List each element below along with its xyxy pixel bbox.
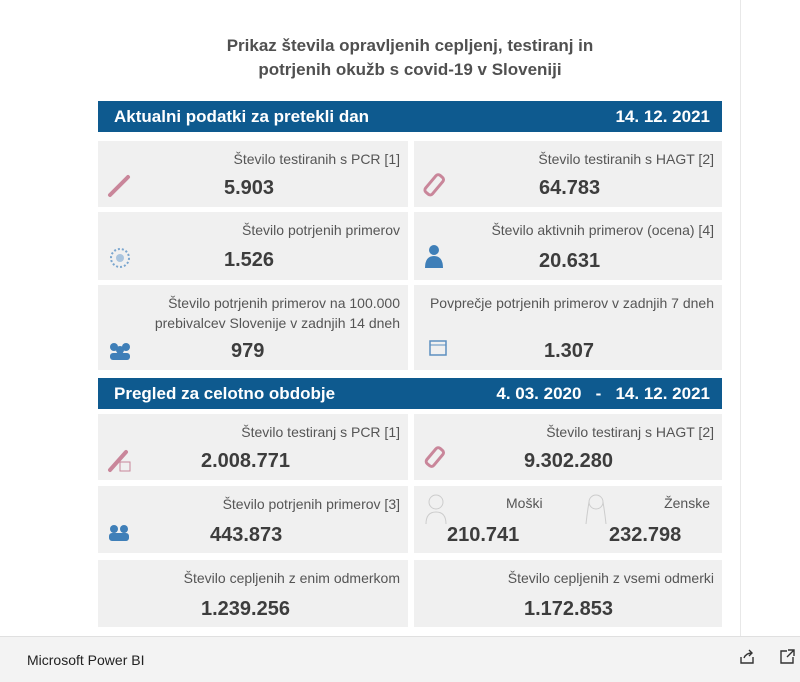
card-confirmed-total: Število potrjenih primerov [3] 443.873 (98, 486, 408, 553)
card-value: 1.239.256 (201, 598, 290, 620)
overall-heading: Pregled za celotno obdobje (114, 383, 336, 403)
card-label: Število cepljenih z enim odmerkom (183, 570, 400, 586)
divider (740, 0, 741, 636)
power-bi-link[interactable]: Microsoft Power BI (27, 651, 145, 668)
card-value: 1.172.853 (524, 598, 613, 620)
card-label: Število testiranih s HAGT [2] (538, 151, 714, 167)
group-icon (109, 525, 129, 541)
test-tube-icon (108, 450, 131, 472)
card-pcr-daily: Število testiranih s PCR [1] 5.903 (98, 141, 408, 207)
card-label: Število testiranj s PCR [1] (241, 424, 400, 440)
male-value: 210.741 (447, 524, 520, 546)
female-label: Ženske (664, 495, 710, 511)
fullscreen-icon[interactable] (778, 648, 796, 666)
card-pcr-total: Število testiranj s PCR [1] 2.008.771 (98, 414, 408, 480)
title-line-2: potrjenih okužb s covid-19 v Sloveniji (258, 60, 562, 79)
rapid-test-icon (424, 446, 445, 468)
card-by-gender: Moški 210.741 Ženske 232.798 (414, 486, 722, 553)
rapid-test-icon (423, 173, 445, 197)
footer-bar: Microsoft Power BI (0, 636, 800, 682)
card-14day-daily: Število potrjenih primerov na 100.000 pr… (98, 285, 408, 370)
card-label: Število potrjenih primerov na 100.000 pr… (154, 295, 400, 331)
card-vaccinated-all-doses: Število cepljenih z vsemi odmerki 1.172.… (414, 560, 722, 627)
date-to: 14. 12. 2021 (615, 383, 710, 403)
male-label: Moški (506, 495, 543, 511)
overall-date-range: 4. 03. 2020 - 14. 12. 2021 (496, 384, 710, 404)
female-icon (585, 494, 607, 524)
share-icon[interactable] (738, 648, 756, 666)
card-label: Število potrjenih primerov [3] (222, 496, 400, 512)
group-icon (110, 343, 130, 360)
male-icon (425, 494, 447, 524)
date-from: 4. 03. 2020 (496, 383, 582, 403)
card-value: 1.526 (224, 249, 275, 271)
person-icon (425, 245, 443, 268)
test-tube-icon (108, 175, 130, 197)
female-value: 232.798 (609, 524, 682, 546)
card-value: 5.903 (224, 177, 275, 199)
overall-banner: Pregled za celotno obdobje 4. 03. 2020 -… (98, 378, 722, 409)
card-value: 64.783 (539, 177, 601, 199)
card-value: 9.302.280 (524, 450, 613, 472)
calendar-icon (429, 340, 447, 356)
card-label: Število testiranih s PCR [1] (233, 151, 400, 167)
card-value: 20.631 (539, 250, 601, 272)
card-value: 2.008.771 (201, 450, 290, 472)
card-vaccinated-one-dose: Število cepljenih z enim odmerkom 1.239.… (98, 560, 408, 627)
card-7day-avg-daily: Povprečje potrjenih primerov v zadnjih 7… (414, 285, 722, 370)
date-separator: - (595, 383, 602, 403)
card-label: Število cepljenih z vsemi odmerki (507, 570, 714, 586)
virus-icon (110, 248, 130, 268)
card-value: 979 (231, 340, 265, 362)
card-label: Število potrjenih primerov (242, 222, 400, 238)
card-label: Število aktivnih primerov (ocena) [4] (491, 222, 714, 238)
title-line-1: Prikaz števila opravljenih cepljenj, tes… (226, 36, 594, 55)
card-hagt-total: Število testiranj s HAGT [2] 9.302.280 (414, 414, 722, 480)
card-active-daily: Število aktivnih primerov (ocena) [4] 20… (414, 212, 722, 280)
daily-banner: Aktualni podatki za pretekli dan 14. 12.… (98, 101, 722, 132)
report-title: Prikaz števila opravljenih cepljenj, tes… (98, 34, 722, 82)
card-hagt-daily: Število testiranih s HAGT [2] 64.783 (414, 141, 722, 207)
card-value: 443.873 (210, 524, 283, 546)
card-label: Število testiranj s HAGT [2] (546, 424, 714, 440)
daily-heading: Aktualni podatki za pretekli dan (114, 106, 370, 126)
daily-date: 14. 12. 2021 (615, 106, 710, 126)
card-confirmed-daily: Število potrjenih primerov 1.526 (98, 212, 408, 280)
card-label: Povprečje potrjenih primerov v zadnjih 7… (429, 295, 714, 311)
card-value: 1.307 (544, 340, 595, 362)
